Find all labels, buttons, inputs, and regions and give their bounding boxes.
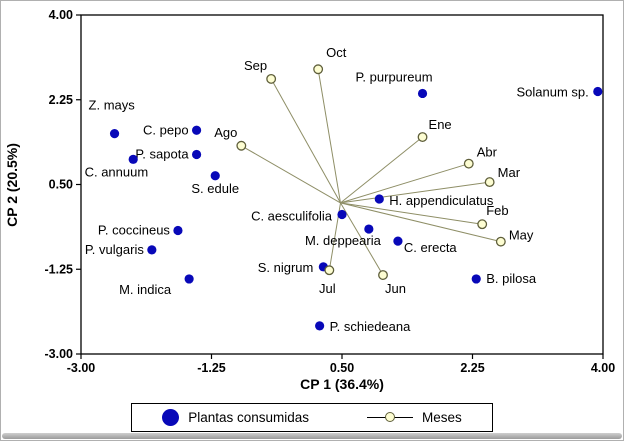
plant-label: Z. mays [89,98,136,113]
plant-point [173,225,183,236]
y-tick-label: -3.00 [45,347,74,361]
x-axis-title: CP 1 (36.4%) [300,376,384,392]
x-tick-label: 4.00 [591,361,615,375]
plant-label: C. annuum [85,164,149,179]
month-label: Abr [477,145,498,160]
plant-point [593,86,603,97]
legend-item-plants: Plantas consumidas [162,409,309,426]
plant-label: P. vulgaris [85,242,145,257]
month-point [477,219,488,230]
chart-generated-content: -3.00 -1.25 0.50 2.25 4.00 -3.00 -1.25 0.50 2.25… [45,8,616,375]
plant-point [471,274,481,284]
month-point [324,265,335,276]
month-label: Sep [244,58,267,73]
y-tick-label: 2.25 [49,93,73,107]
plant-label: S. edule [191,181,239,196]
month-vector-line [340,202,501,243]
month-point [313,64,324,75]
legend-plants-label: Plantas consumidas [188,410,310,425]
month-vector-line [270,78,341,204]
month-vector-line [241,145,341,204]
month-marker-icon [367,412,414,423]
month-point [378,270,388,281]
month-point [463,158,474,169]
plant-label: M. deppearia [305,233,382,248]
y-tick-label: -1.25 [45,262,74,276]
plant-point [128,154,138,164]
y-axis-title: CP 2 (20.5%) [4,143,20,227]
month-vector-line [317,69,342,203]
plant-point [191,125,202,135]
month-vector-line [340,136,423,204]
horizontal-scrollbar[interactable] [2,433,622,439]
month-vector-line [340,202,483,225]
plant-label: C. erecta [404,240,458,255]
plant-point [184,274,194,284]
plant-label: P. coccineus [98,223,171,238]
y-tick-label: 0.50 [49,178,73,192]
month-label: Mar [498,165,521,180]
month-label: Jul [319,281,336,296]
plant-point [315,321,325,331]
legend-item-months: Meses [367,410,462,425]
month-point [495,236,506,247]
month-label: Ene [429,117,452,132]
plant-label: Solanum sp. [517,85,589,100]
x-tick-label: -3.00 [67,361,96,375]
month-point [484,177,495,188]
month-vector-line [340,163,469,204]
legend: Plantas consumidas Meses [131,403,493,432]
x-tick-label: -1.25 [197,361,226,375]
month-label: Ago [214,125,237,140]
plant-point [147,245,157,255]
plant-label: P. purpureum [355,69,432,84]
plant-label: B. pilosa [486,271,537,286]
month-label: Feb [486,203,508,218]
plant-point [337,209,347,220]
month-vector-line [340,181,490,204]
month-label: May [509,228,534,243]
plant-point [374,194,384,204]
plant-marker-icon [162,409,180,426]
plant-label: H. appendiculatus [389,193,494,208]
month-label: Jun [385,281,406,296]
plant-label: C. aesculifolia [251,209,333,224]
plant-point [109,129,120,139]
plant-label: P. schiedeana [330,319,411,334]
plant-label: P. sapota [135,146,189,161]
plant-point [417,88,428,99]
plant-label: M. indica [119,282,172,297]
month-marker-circle [385,412,396,422]
plant-point [191,149,202,160]
x-tick-label: 0.50 [330,361,354,375]
plant-label: S. nigrum [258,260,314,275]
plant-point [364,224,374,234]
month-vector-line [340,202,384,276]
month-label: Oct [326,45,347,60]
plot-frame [80,14,604,355]
plant-point [393,236,403,246]
pca-biplot-chart: -3.00 -1.25 0.50 2.25 4.00 -3.00 -1.25 0.50 2.25… [4,8,616,392]
y-tick-label: 4.00 [49,8,73,22]
month-point [266,73,277,84]
plant-point [210,171,220,181]
month-point [236,140,247,151]
plant-label: C. pepo [143,122,189,137]
month-point [417,132,428,142]
legend-months-label: Meses [422,410,462,425]
x-tick-label: 2.25 [460,361,484,375]
